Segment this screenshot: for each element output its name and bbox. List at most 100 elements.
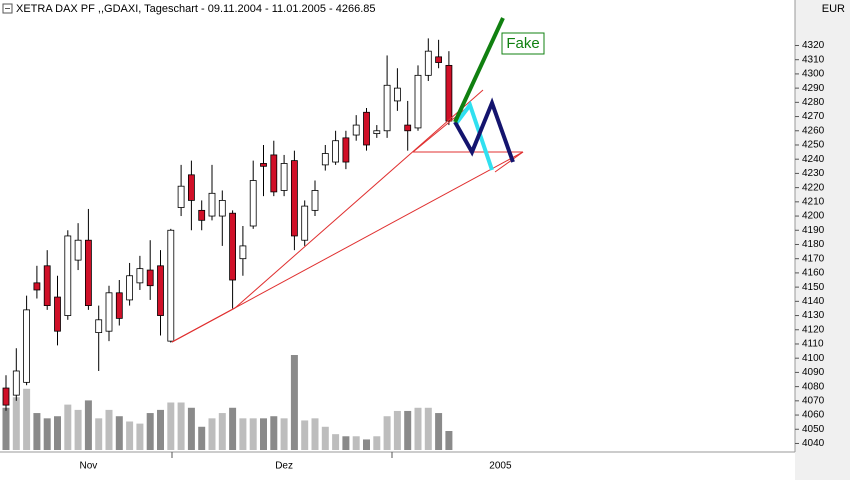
candle-body [424, 50, 432, 76]
volume-bar [136, 423, 144, 450]
volume-bar [393, 410, 401, 450]
volume-bar [260, 418, 267, 450]
y-tick-label: 4130 [802, 310, 825, 321]
volume-bar [414, 407, 422, 450]
y-tick-label: 4300 [802, 69, 825, 80]
volume-bar [187, 407, 195, 450]
candle-body [239, 245, 247, 260]
volume-bar [33, 413, 41, 450]
candle-body [33, 282, 41, 291]
candle-body [342, 137, 350, 163]
candle-body [393, 87, 401, 102]
y-tick-label: 4160 [802, 268, 825, 279]
volume-bar [270, 416, 278, 450]
y-tick-label: 4200 [802, 211, 825, 222]
y-tick-label: 4040 [802, 438, 825, 449]
volume-bar [84, 400, 92, 450]
y-tick-label: 4060 [802, 410, 825, 421]
x-tick-label: Nov [80, 461, 98, 472]
candle-body [352, 124, 360, 136]
y-tick-label: 4070 [802, 395, 825, 406]
volume-bar [435, 413, 443, 450]
candle-body [363, 111, 370, 146]
y-tick-label: 4190 [802, 225, 825, 236]
volume-bar [249, 418, 257, 450]
volume-bar [23, 388, 31, 450]
volume-bar [311, 418, 319, 450]
y-tick-label: 4320 [802, 40, 825, 51]
volume-bar [445, 431, 453, 450]
candle-body [105, 292, 113, 332]
currency: EUR [822, 3, 845, 15]
chart-title: XETRA DAX PF ,,GDAXI, Tageschart - 09.11… [16, 3, 376, 15]
y-tick-label: 4170 [802, 253, 825, 264]
x-tick-label: 2005 [489, 461, 512, 472]
candle-body [218, 200, 226, 217]
candle-body [64, 235, 72, 316]
y-tick-label: 4290 [802, 83, 825, 94]
candle-body [414, 74, 422, 129]
volume-bar [54, 416, 61, 450]
candle-body [74, 239, 82, 261]
candle-body [126, 275, 133, 301]
y-tick-label: 4110 [802, 339, 824, 350]
candle-body [23, 309, 31, 383]
candle-body [332, 140, 340, 163]
candle-body [280, 163, 288, 191]
volume-bar [126, 421, 134, 450]
candle-body [146, 269, 154, 287]
y-tick-label: 4180 [802, 239, 825, 250]
candle-body [383, 84, 391, 132]
volume-bar [95, 418, 103, 450]
volume-bar [218, 413, 226, 450]
volume-bar [167, 402, 175, 450]
volume-bar [198, 426, 206, 450]
volume-bar [208, 418, 216, 450]
y-tick-label: 4090 [802, 367, 825, 378]
y-tick-label: 4260 [802, 125, 825, 136]
volume-bar [115, 416, 123, 450]
volume-bar [177, 402, 185, 450]
candle-body [208, 192, 216, 217]
annotation: Fake [506, 35, 539, 52]
candle-body [321, 153, 329, 166]
candle-body [229, 212, 237, 281]
volume-bar [352, 436, 360, 450]
candle-body [260, 163, 267, 167]
volume-bar [239, 418, 247, 450]
candle-body [95, 319, 103, 334]
volume-bar [404, 410, 412, 450]
candle-body [2, 387, 10, 406]
candle-body [85, 239, 92, 306]
candle-body [311, 190, 319, 211]
candle-body [290, 160, 298, 237]
y-tick-label: 4140 [802, 296, 825, 307]
y-tick-label: 4150 [802, 282, 825, 293]
volume-bar [105, 409, 113, 450]
y-tick-label: 4100 [802, 353, 825, 364]
candle-body [177, 185, 185, 208]
volume-bar [290, 355, 298, 450]
y-tick-label: 4230 [802, 168, 825, 179]
volume-bar [321, 426, 329, 450]
candle-body [43, 265, 51, 306]
volume-bar [64, 404, 72, 450]
x-tick-label: Dez [275, 461, 293, 472]
candle-body [404, 124, 412, 132]
y-tick-label: 4270 [802, 111, 825, 122]
y-tick-label: 4080 [802, 381, 825, 392]
candle-body [270, 154, 278, 193]
y-tick-label: 4220 [802, 182, 825, 193]
marks [2, 38, 453, 450]
candle-body [167, 229, 175, 342]
candle-body [136, 268, 144, 284]
candle-body [373, 130, 381, 135]
volume-bar [146, 413, 154, 450]
y-tick-label: 4210 [802, 196, 825, 207]
volume-bar [157, 409, 164, 450]
y-tick-label: 4050 [802, 424, 825, 435]
y-tick-label: 4120 [802, 324, 825, 335]
volume-bar [342, 436, 350, 450]
